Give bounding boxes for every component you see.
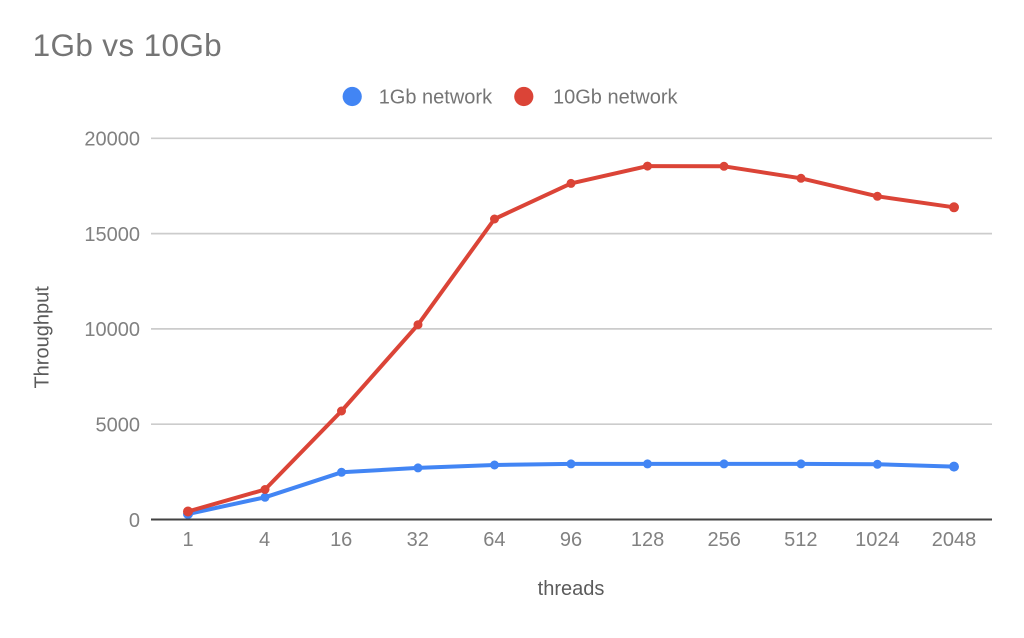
svg-text:0: 0 [129, 510, 140, 532]
svg-text:threads: threads [538, 578, 605, 600]
svg-text:1Gb network: 1Gb network [379, 86, 493, 108]
svg-text:10000: 10000 [84, 319, 140, 341]
svg-text:32: 32 [407, 529, 429, 551]
svg-text:1024: 1024 [855, 529, 900, 551]
svg-text:96: 96 [560, 529, 582, 551]
svg-text:16: 16 [330, 529, 352, 551]
svg-text:512: 512 [784, 529, 817, 551]
svg-text:1: 1 [182, 529, 193, 551]
svg-text:Throughput: Throughput [32, 286, 54, 389]
svg-text:4: 4 [259, 529, 270, 551]
svg-text:1Gb vs 10Gb: 1Gb vs 10Gb [33, 27, 222, 63]
svg-text:256: 256 [708, 529, 741, 551]
svg-text:15000: 15000 [84, 224, 140, 246]
svg-text:5000: 5000 [96, 415, 141, 437]
svg-text:64: 64 [483, 529, 505, 551]
svg-text:128: 128 [631, 529, 664, 551]
svg-text:2048: 2048 [932, 529, 977, 551]
svg-text:10Gb network: 10Gb network [553, 86, 679, 108]
svg-text:20000: 20000 [84, 129, 140, 151]
